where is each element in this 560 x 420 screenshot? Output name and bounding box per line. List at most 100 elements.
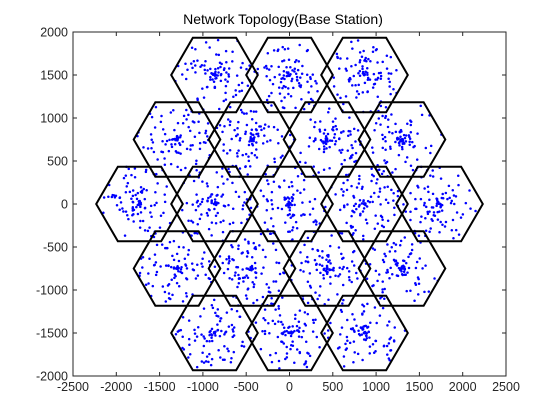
user-point xyxy=(226,80,229,83)
user-point xyxy=(169,111,173,114)
user-point xyxy=(394,122,397,126)
user-point xyxy=(245,274,248,277)
user-point xyxy=(200,333,203,336)
user-point xyxy=(237,149,240,152)
user-point xyxy=(210,327,214,331)
user-point xyxy=(366,76,370,80)
user-point xyxy=(376,76,380,80)
user-point xyxy=(455,211,459,214)
user-point xyxy=(203,251,206,254)
user-point xyxy=(303,311,307,314)
user-point xyxy=(238,139,242,142)
user-point xyxy=(433,277,436,280)
user-point xyxy=(317,147,321,151)
user-point xyxy=(408,140,411,143)
user-point xyxy=(353,318,356,321)
user-point xyxy=(280,320,283,324)
user-point xyxy=(183,257,187,260)
user-point xyxy=(431,175,435,178)
user-point xyxy=(282,70,286,73)
user-point xyxy=(409,123,413,127)
user-point xyxy=(262,317,265,320)
user-point xyxy=(265,209,269,212)
user-point xyxy=(236,155,239,158)
user-point xyxy=(379,214,383,218)
user-point xyxy=(400,145,404,149)
user-point xyxy=(329,275,332,279)
user-point xyxy=(399,135,402,138)
user-point xyxy=(414,282,417,285)
user-point xyxy=(441,223,444,226)
user-point xyxy=(339,96,342,100)
user-point xyxy=(136,203,140,207)
user-point xyxy=(332,125,335,129)
user-point xyxy=(233,128,236,132)
user-point xyxy=(324,142,328,146)
user-point xyxy=(357,205,361,208)
user-point xyxy=(194,71,197,74)
user-point xyxy=(234,93,238,97)
user-point xyxy=(138,271,142,275)
user-point xyxy=(304,161,307,164)
user-point xyxy=(308,200,312,203)
user-point xyxy=(384,254,387,258)
user-point xyxy=(456,174,460,177)
user-point xyxy=(281,86,284,90)
user-point xyxy=(333,143,337,146)
user-point xyxy=(354,151,358,155)
user-point xyxy=(240,81,244,85)
user-point xyxy=(190,62,193,65)
user-point xyxy=(292,193,295,196)
user-point xyxy=(115,204,119,207)
user-point xyxy=(366,78,370,81)
user-point xyxy=(217,71,220,74)
user-point xyxy=(234,271,237,274)
user-point xyxy=(181,300,185,303)
user-point xyxy=(444,191,448,195)
user-point xyxy=(325,272,329,276)
user-point xyxy=(299,151,302,155)
user-point xyxy=(276,128,279,132)
user-point xyxy=(397,141,401,145)
user-point xyxy=(334,117,337,120)
user-point xyxy=(322,168,326,172)
user-point xyxy=(295,227,299,230)
user-point xyxy=(254,276,258,279)
user-point xyxy=(252,241,255,245)
user-point xyxy=(314,79,317,83)
user-point xyxy=(238,167,242,170)
user-point xyxy=(278,314,282,317)
user-point xyxy=(361,358,364,362)
user-point xyxy=(404,160,407,164)
user-point xyxy=(361,313,364,316)
user-point xyxy=(358,177,361,181)
user-point xyxy=(266,52,270,55)
user-point xyxy=(222,99,225,103)
user-point xyxy=(346,203,349,206)
user-point xyxy=(316,89,319,93)
user-point xyxy=(302,270,305,273)
user-point xyxy=(290,180,293,184)
user-point xyxy=(138,226,142,229)
user-point xyxy=(124,191,128,194)
user-point xyxy=(255,128,258,132)
user-point xyxy=(185,201,189,205)
cell-hexagon xyxy=(245,165,334,243)
user-point xyxy=(312,220,315,224)
user-point xyxy=(409,218,412,222)
user-point xyxy=(381,306,385,310)
user-point xyxy=(374,269,378,273)
user-point xyxy=(221,167,224,170)
user-point xyxy=(340,187,343,191)
user-point xyxy=(155,270,159,274)
user-point xyxy=(156,182,159,185)
user-point xyxy=(223,333,226,336)
user-point xyxy=(450,199,454,203)
user-point xyxy=(383,135,387,139)
user-point xyxy=(328,145,331,149)
user-point xyxy=(249,135,252,139)
user-point xyxy=(401,273,404,277)
user-point xyxy=(204,273,207,277)
user-point xyxy=(396,189,400,193)
user-point xyxy=(457,233,461,236)
